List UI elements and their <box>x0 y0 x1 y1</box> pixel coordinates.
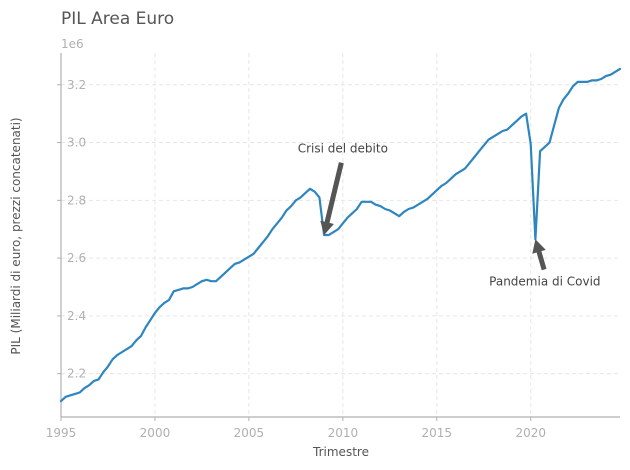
y-offset-label: 1e6 <box>61 37 84 51</box>
annotation-text-0: Crisi del debito <box>298 142 388 156</box>
x-tick-label-1: 2000 <box>140 426 171 440</box>
y-tick-label-5: 3.2 <box>67 78 86 92</box>
annotation-arrow-0 <box>320 162 344 235</box>
y-tick-label-4: 3.0 <box>67 136 86 150</box>
annotation-text-1: Pandemia di Covid <box>489 275 600 289</box>
y-tick-label-3: 2.8 <box>67 193 86 207</box>
x-tick-label-0: 1995 <box>46 426 77 440</box>
annotations: Crisi del debito Pandemia di Covid <box>298 142 601 289</box>
x-axis-label: Trimestre <box>312 445 369 459</box>
y-tick-label-1: 2.4 <box>67 309 86 323</box>
x-tick-label-5: 2020 <box>515 426 546 440</box>
x-tick-label-2: 2005 <box>234 426 265 440</box>
x-tick-label-3: 2010 <box>328 426 359 440</box>
y-tick-label-0: 2.2 <box>67 367 86 381</box>
x-tick-label-4: 2015 <box>422 426 453 440</box>
y-tick-label-2: 2.6 <box>67 251 86 265</box>
series-line-0 <box>59 67 622 403</box>
y-axis-label: PIL (Miliardi di euro, prezzi concatenat… <box>9 117 23 354</box>
chart-title: PIL Area Euro <box>61 9 174 29</box>
annotation-arrow-1 <box>532 239 547 271</box>
axes: 2.2 2.4 2.6 2.8 3.0 3.2 1995 2000 2005 2010 2015 20… <box>46 53 620 440</box>
series-layer <box>59 67 622 403</box>
